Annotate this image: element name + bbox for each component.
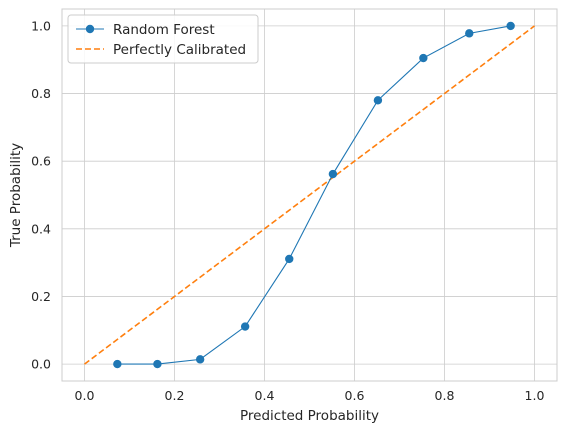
data-point: [373, 96, 383, 105]
y-tick-label: 0.0: [31, 357, 51, 372]
data-point: [328, 169, 338, 179]
plot-frame: [61, 8, 558, 382]
legend: Random Forest Perfectly Calibrated: [67, 14, 259, 64]
x-tick-label: 0.4: [255, 388, 275, 403]
legend-label: Perfectly Calibrated: [113, 42, 246, 58]
x-tick-label: 0.8: [435, 388, 455, 403]
y-tick-label: 0.4: [31, 221, 51, 236]
series-layer: [84, 21, 535, 369]
series-line-0: [117, 25, 511, 365]
data-point: [240, 322, 250, 331]
series-line-1: [84, 25, 535, 365]
data-point: [506, 21, 515, 31]
x-axis-label: Predicted Probability: [240, 408, 379, 424]
axes: [61, 8, 558, 382]
y-tick-label: 0.8: [31, 86, 51, 101]
x-tick-label: 1.0: [525, 388, 545, 403]
x-tick-label: 0.0: [75, 388, 95, 403]
data-point: [285, 254, 294, 264]
x-tick-label: 0.6: [345, 388, 365, 403]
legend-marker: [85, 24, 95, 34]
data-point: [195, 355, 205, 364]
tick-labels: 0.0 0.2 0.4 0.6 0.8 1.0 0.0 0.2 0.4 0.6 0.8 1.0: [31, 18, 544, 403]
legend-label: Random Forest: [113, 22, 215, 38]
data-point: [153, 359, 162, 369]
x-tick-label: 0.2: [165, 388, 185, 403]
data-point: [465, 29, 474, 38]
data-point: [113, 359, 122, 369]
y-tick-label: 1.0: [31, 18, 51, 33]
y-tick-label: 0.6: [31, 154, 51, 169]
y-axis-label: True Probability: [8, 143, 24, 248]
data-point: [419, 53, 428, 63]
y-tick-label: 0.2: [31, 289, 51, 304]
legend-box: [67, 14, 259, 64]
